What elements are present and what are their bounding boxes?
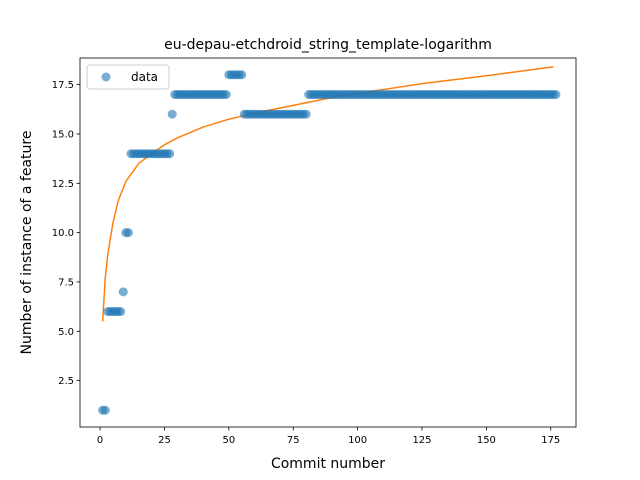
data-point [551,90,561,100]
x-tick-label: 150 [477,435,496,446]
y-tick-label: 17.5 [52,80,74,91]
y-tick-label: 2.5 [58,376,74,387]
y-tick-label: 7.5 [58,277,74,288]
data-point [221,90,231,100]
data-point [118,287,128,297]
y-ticks: 2.5 5.0 7.5 10.0 12.5 15.0 17.5 [52,80,80,387]
legend-box [86,64,170,90]
data-point [123,228,133,238]
y-tick-label: 10.0 [52,228,74,239]
x-tick-label: 25 [158,435,171,446]
y-axis-label: Number of instance of a feature [19,131,35,355]
legend-label-data: data [131,70,158,84]
legend: data [86,64,170,90]
plot-area [80,58,576,427]
data-point [167,109,177,119]
chart-title: eu-depau-etchdroid_string_template-logar… [164,37,492,53]
y-tick-label: 12.5 [52,179,74,190]
x-tick-label: 0 [97,435,103,446]
scatter-points-layer [98,70,561,415]
x-axis-label: Commit number [271,456,385,472]
y-tick-label: 15.0 [52,129,74,140]
data-point [100,405,110,415]
data-point [237,70,247,80]
plot-frame [79,57,577,428]
data-point [116,307,126,317]
x-tick-label: 125 [412,435,431,446]
x-tick-label: 75 [287,435,300,446]
x-ticks: 0 25 50 75 100 125 150 175 [97,427,560,446]
x-tick-label: 100 [348,435,367,446]
x-tick-label: 50 [222,435,235,446]
legend-marker-data [101,72,111,82]
data-point [165,149,175,159]
data-point [301,109,311,119]
x-tick-label: 175 [541,435,560,446]
y-tick-label: 5.0 [58,327,74,338]
